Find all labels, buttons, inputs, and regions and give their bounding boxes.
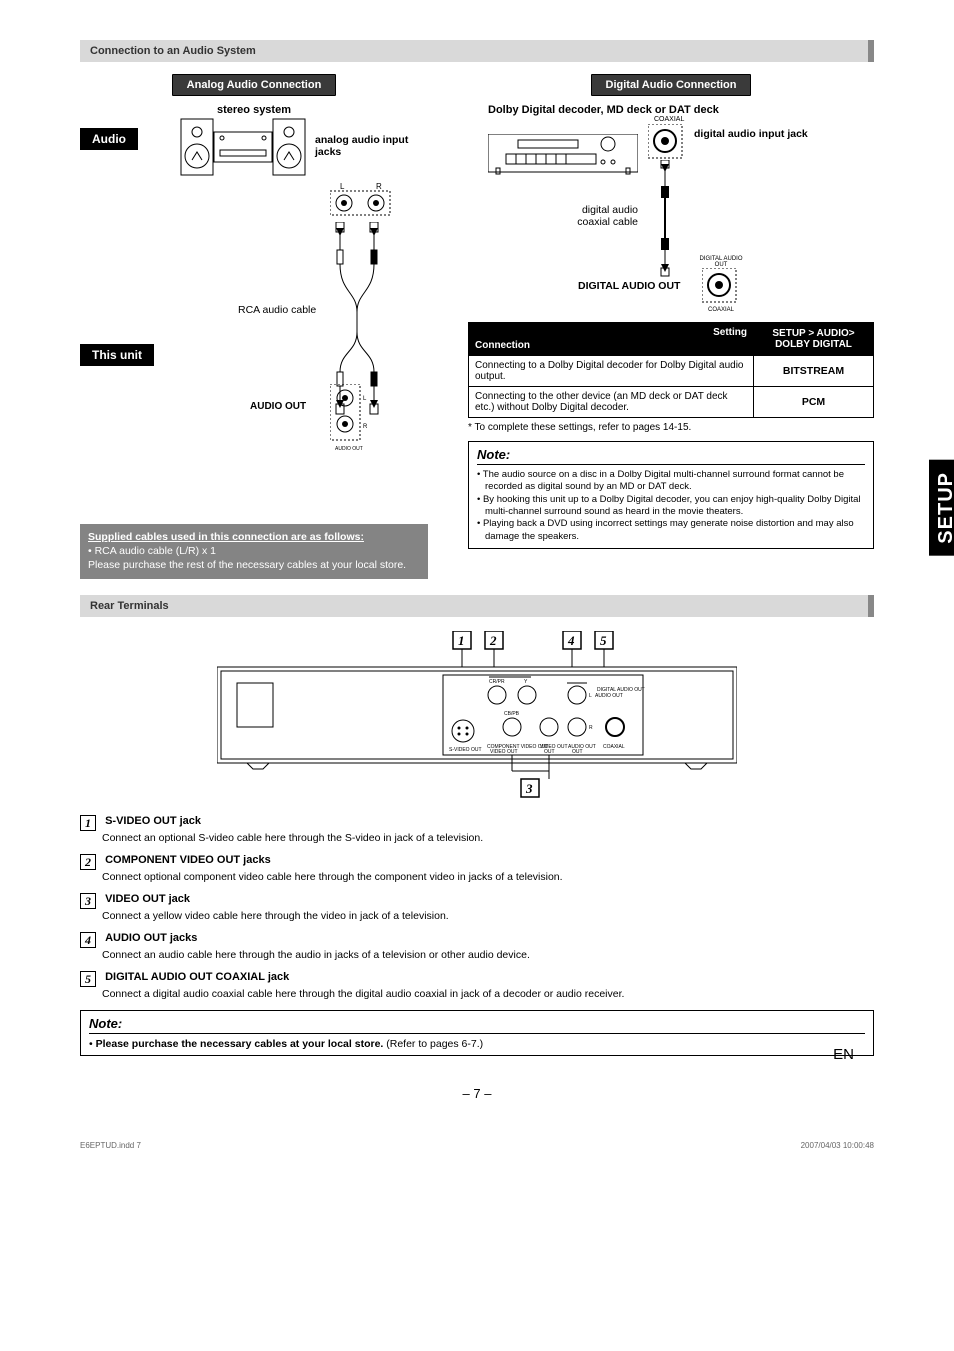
- th-connection: Connection: [475, 340, 747, 351]
- svg-text:R: R: [363, 424, 368, 430]
- decoder-icon: [488, 134, 638, 184]
- decoder-label: Dolby Digital decoder, MD deck or DAT de…: [488, 104, 874, 116]
- terminal-title-3: VIDEO OUT jack: [105, 893, 190, 905]
- num-box-2: 2: [80, 854, 96, 870]
- rear-panel-diagram: 1 2 4 5 CR/PR Y CB/PB: [217, 631, 737, 801]
- row2-value: PCM: [754, 387, 874, 418]
- note-item-3: Playing back a DVD using incorrect setti…: [477, 518, 865, 543]
- side-tab-setup: SETUP: [929, 460, 954, 556]
- th-path: SETUP > AUDIO> DOLBY DIGITAL: [754, 323, 874, 356]
- terminal-item-3: 3 VIDEO OUT jack Connect a yellow video …: [80, 893, 874, 922]
- this-unit-label: This unit: [80, 344, 154, 366]
- audio-out-jacks-icon: L R AUDIO OUT: [330, 384, 370, 454]
- coaxial-cable-label: digital audio coaxial cable: [558, 204, 638, 228]
- coaxial-jack-top-icon: [648, 124, 684, 160]
- svg-text:2: 2: [489, 633, 497, 648]
- terminal-desc-5: Connect a digital audio coaxial cable he…: [102, 988, 874, 1000]
- page-number: – 7 –: [80, 1086, 874, 1101]
- stereo-system-label: stereo system: [80, 104, 428, 116]
- svg-text:4: 4: [567, 633, 575, 648]
- row1-value: BITSTREAM: [754, 356, 874, 387]
- svg-text:COAXIAL: COAXIAL: [603, 744, 625, 750]
- svg-text:AUDIO OUT: AUDIO OUT: [595, 693, 623, 699]
- terminal-title-4: AUDIO OUT jacks: [105, 932, 197, 944]
- svg-text:1: 1: [458, 633, 465, 648]
- svg-text:Y: Y: [524, 679, 528, 685]
- terminal-title-1: S-VIDEO OUT jack: [105, 815, 201, 827]
- section-header-audio-system: Connection to an Audio System: [80, 40, 874, 62]
- terminal-desc-1: Connect an optional S-video cable here t…: [102, 832, 874, 844]
- note-heading: Note:: [477, 447, 865, 465]
- coaxial-jack-bottom-icon: COAXIAL: [702, 268, 738, 312]
- svg-text:COAXIAL: COAXIAL: [708, 307, 735, 312]
- terminal-desc-2: Connect optional component video cable h…: [102, 871, 874, 883]
- svg-text:OUT: OUT: [544, 749, 555, 755]
- analog-input-jacks-label: analog audio input jacks: [315, 134, 428, 158]
- svg-text:R: R: [589, 725, 593, 731]
- svg-text:OUT: OUT: [572, 749, 583, 755]
- terminal-item-2: 2 COMPONENT VIDEO OUT jacks Connect opti…: [80, 854, 874, 883]
- num-box-4: 4: [80, 932, 96, 948]
- digital-audio-out-label: DIGITAL AUDIO OUT: [578, 280, 680, 292]
- coaxial-cable-icon: [646, 160, 686, 280]
- supplied-cables-heading: Supplied cables used in this connection …: [88, 530, 420, 544]
- lr-jacks-icon: L R: [330, 179, 400, 219]
- svg-text:CB/PB: CB/PB: [504, 711, 520, 717]
- digital-connection-header: Digital Audio Connection: [591, 74, 752, 96]
- supplied-cables-line1: • RCA audio cable (L/R) x 1: [88, 544, 420, 558]
- supplied-cables-line2: Please purchase the rest of the necessar…: [88, 558, 420, 572]
- bottom-note-rest: (Refer to pages 6-7.): [383, 1038, 483, 1050]
- svg-text:VIDEO OUT: VIDEO OUT: [490, 749, 518, 755]
- rca-cable-label: RCA audio cable: [238, 304, 316, 316]
- doc-timestamp: 2007/04/03 10:00:48: [801, 1141, 874, 1150]
- supplied-cables-box: Supplied cables used in this connection …: [80, 524, 428, 579]
- bottom-note-box: Note: • Please purchase the necessary ca…: [80, 1010, 874, 1056]
- terminal-item-1: 1 S-VIDEO OUT jack Connect an optional S…: [80, 815, 874, 844]
- language-code: EN: [833, 1046, 854, 1063]
- num-box-1: 1: [80, 815, 96, 831]
- th-setting: Setting: [475, 327, 747, 338]
- svg-text:3: 3: [525, 781, 533, 796]
- doc-filename: E6EPTUD.indd 7: [80, 1141, 141, 1150]
- coaxial-label-top: COAXIAL: [654, 116, 684, 123]
- note-item-2: By hooking this unit up to a Dolby Digit…: [477, 494, 865, 519]
- row1-connection: Connecting to a Dolby Digital decoder fo…: [469, 356, 754, 387]
- bottom-note-heading: Note:: [89, 1016, 865, 1034]
- terminal-desc-4: Connect an audio cable here through the …: [102, 949, 874, 961]
- terminal-desc-3: Connect a yellow video cable here throug…: [102, 910, 874, 922]
- num-box-5: 5: [80, 971, 96, 987]
- settings-footnote: * To complete these settings, refer to p…: [468, 422, 874, 433]
- svg-text:S-VIDEO OUT: S-VIDEO OUT: [449, 747, 482, 753]
- section-header-rear-terminals: Rear Terminals: [80, 595, 874, 617]
- audio-label: Audio: [80, 128, 138, 150]
- svg-text:AUDIO OUT: AUDIO OUT: [335, 446, 363, 452]
- settings-table: Setting Connection SETUP > AUDIO> DOLBY …: [468, 322, 874, 418]
- svg-text:L: L: [589, 693, 592, 699]
- terminal-title-5: DIGITAL AUDIO OUT COAXIAL jack: [105, 971, 289, 983]
- svg-text:5: 5: [600, 633, 607, 648]
- row2-connection: Connecting to the other device (an MD de…: [469, 387, 754, 418]
- terminal-item-5: 5 DIGITAL AUDIO OUT COAXIAL jack Connect…: [80, 971, 874, 1000]
- num-box-3: 3: [80, 893, 96, 909]
- svg-text:CR/PR: CR/PR: [489, 679, 505, 685]
- audio-out-label: AUDIO OUT: [250, 401, 306, 412]
- digital-note-box: Note: The audio source on a disc in a Do…: [468, 441, 874, 549]
- small-dao-label: DIGITAL AUDIO OUT: [696, 256, 746, 268]
- note-item-1: The audio source on a disc in a Dolby Di…: [477, 469, 865, 494]
- svg-text:L: L: [363, 396, 367, 402]
- digital-input-jack-label: digital audio input jack: [694, 128, 808, 140]
- terminal-item-4: 4 AUDIO OUT jacks Connect an audio cable…: [80, 932, 874, 961]
- svg-text:R: R: [376, 182, 382, 191]
- svg-text:L: L: [340, 182, 345, 191]
- bottom-note-bold: Please purchase the necessary cables at …: [96, 1038, 384, 1050]
- terminal-title-2: COMPONENT VIDEO OUT jacks: [105, 854, 271, 866]
- analog-connection-header: Analog Audio Connection: [172, 74, 337, 96]
